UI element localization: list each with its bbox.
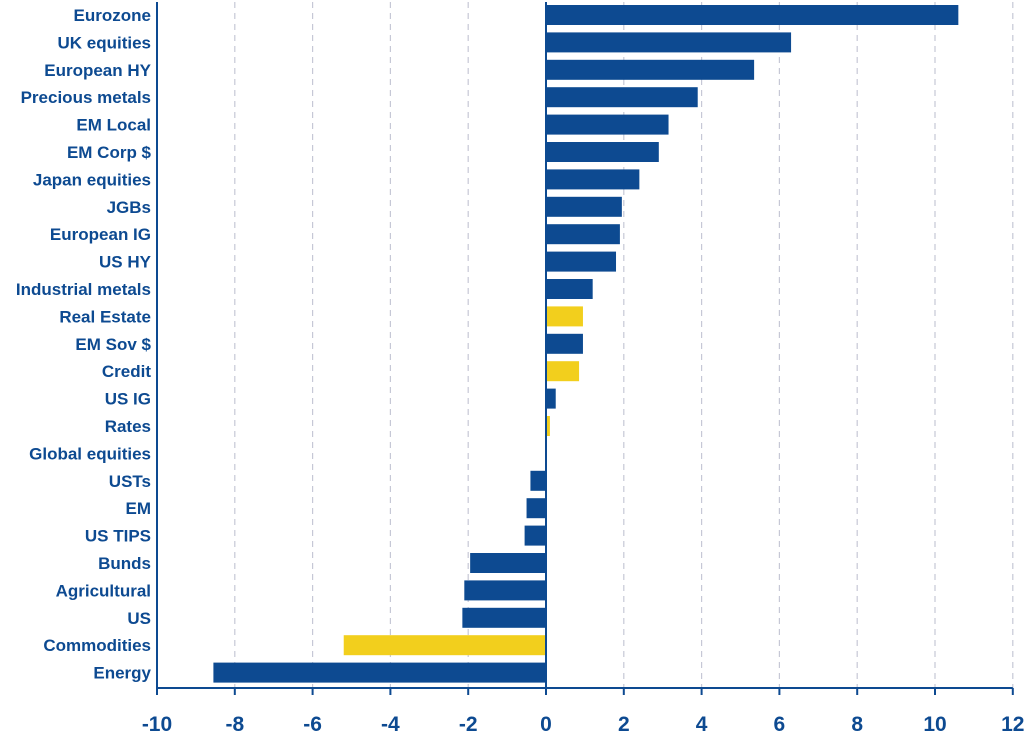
- category-label: European HY: [44, 61, 151, 80]
- category-label: Energy: [93, 664, 151, 683]
- category-label: UK equities: [57, 33, 151, 52]
- bar: [546, 333, 583, 354]
- bar: [464, 580, 546, 601]
- category-label: EM Sov $: [75, 335, 151, 354]
- x-tick-label: 6: [774, 713, 786, 736]
- x-tick-labels: -10 -8 -6 -4 -2 0 2 4 6 8 10 12: [142, 713, 1024, 736]
- x-tick-label: -6: [303, 713, 322, 736]
- category-label: European IG: [50, 225, 151, 244]
- bar: [343, 635, 546, 656]
- category-label: Rates: [105, 417, 151, 436]
- category-label: Eurozone: [74, 6, 151, 25]
- x-tick-label: 12: [1001, 713, 1024, 736]
- category-label: Global equities: [29, 444, 151, 463]
- bar: [546, 59, 755, 80]
- x-tick-label: 2: [618, 713, 630, 736]
- bar: [546, 251, 617, 272]
- category-label: US TIPS: [85, 527, 151, 546]
- category-label: US: [127, 609, 151, 628]
- axes: [156, 2, 1014, 695]
- x-tick-label: 4: [696, 713, 708, 736]
- category-label: Agricultural: [56, 581, 151, 600]
- category-label: EM Local: [76, 116, 151, 135]
- category-label: US IG: [105, 390, 151, 409]
- bar: [462, 607, 546, 628]
- category-label: US HY: [99, 253, 152, 272]
- bar: [546, 224, 620, 245]
- category-label: EM: [126, 499, 152, 518]
- bar: [546, 142, 659, 162]
- x-tick-label: 8: [851, 713, 863, 736]
- x-tick-label: -2: [459, 713, 478, 736]
- bar: [524, 525, 546, 546]
- bar: [546, 306, 583, 327]
- category-label: USTs: [109, 472, 151, 491]
- bar: [546, 114, 669, 135]
- bar: [546, 196, 622, 217]
- x-tick-label: 0: [540, 713, 552, 736]
- bar: [546, 416, 550, 436]
- category-label: Real Estate: [59, 307, 151, 326]
- bar: [546, 361, 580, 382]
- bar: [546, 279, 593, 299]
- category-label: Precious metals: [21, 88, 151, 107]
- grid-lines: [234, 2, 1014, 688]
- category-label: EM Corp $: [67, 143, 152, 162]
- bar: [546, 169, 640, 190]
- bar: [530, 470, 546, 491]
- category-label: Credit: [102, 362, 151, 381]
- bar: [546, 5, 959, 25]
- category-label: Bunds: [98, 554, 151, 573]
- bar: [546, 32, 792, 53]
- category-label: Japan equities: [33, 170, 151, 189]
- bars: [213, 5, 959, 683]
- bar: [546, 388, 556, 409]
- x-tick-label: -10: [142, 713, 172, 736]
- bar: [546, 87, 698, 108]
- category-label: JGBs: [107, 198, 151, 217]
- x-tick-label: 10: [923, 713, 946, 736]
- bar: [213, 662, 546, 683]
- bar: [526, 498, 546, 519]
- bar: [470, 553, 546, 573]
- x-tick-label: -8: [225, 713, 244, 736]
- category-label: Industrial metals: [16, 280, 151, 299]
- category-labels: Eurozone UK equities European HY Precious m…: [16, 6, 152, 683]
- x-tick-label: -4: [381, 713, 400, 736]
- category-label: Commodities: [43, 636, 151, 655]
